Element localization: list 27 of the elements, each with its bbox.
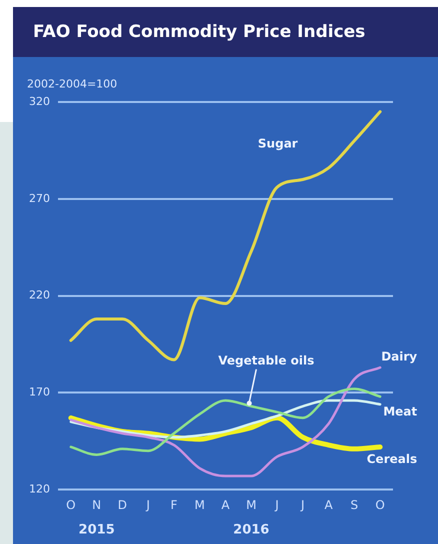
x-tick-label: O	[66, 498, 76, 512]
x-tick-label: J	[145, 498, 150, 512]
x-tick-label: S	[350, 498, 358, 512]
text: Sugar	[258, 136, 298, 151]
y-tick-label: 220	[28, 288, 50, 302]
series-label: Dairy	[381, 350, 418, 364]
y-tick-label: 120	[28, 482, 50, 496]
x-tick-label: A	[324, 498, 334, 512]
text: Vegetable oils	[218, 353, 314, 368]
y-tick-label: 320	[28, 94, 50, 108]
y-tick-label: 170	[28, 386, 50, 399]
x-tick-label: F	[170, 498, 178, 512]
y-axis-title: 2002-2004=100	[27, 77, 118, 90]
x-tick-label: O	[375, 498, 385, 512]
x-tick-label: M	[194, 498, 205, 512]
text: 2015	[78, 522, 115, 538]
text: 2016	[233, 522, 270, 538]
x-tick-label: M	[246, 498, 256, 512]
y-tick-label: 270	[28, 192, 50, 205]
series-label: Meat	[383, 404, 418, 418]
chart-title: FAO Food Commodity Price Indices	[13, 7, 438, 57]
x-tick-label: N	[92, 498, 102, 512]
x-tick-label: J	[300, 498, 305, 512]
x-tick-label: A	[221, 498, 230, 512]
series-label: Cereals	[366, 452, 418, 466]
x-tick-label: D	[118, 498, 128, 512]
x-tick-label: J	[274, 498, 279, 512]
